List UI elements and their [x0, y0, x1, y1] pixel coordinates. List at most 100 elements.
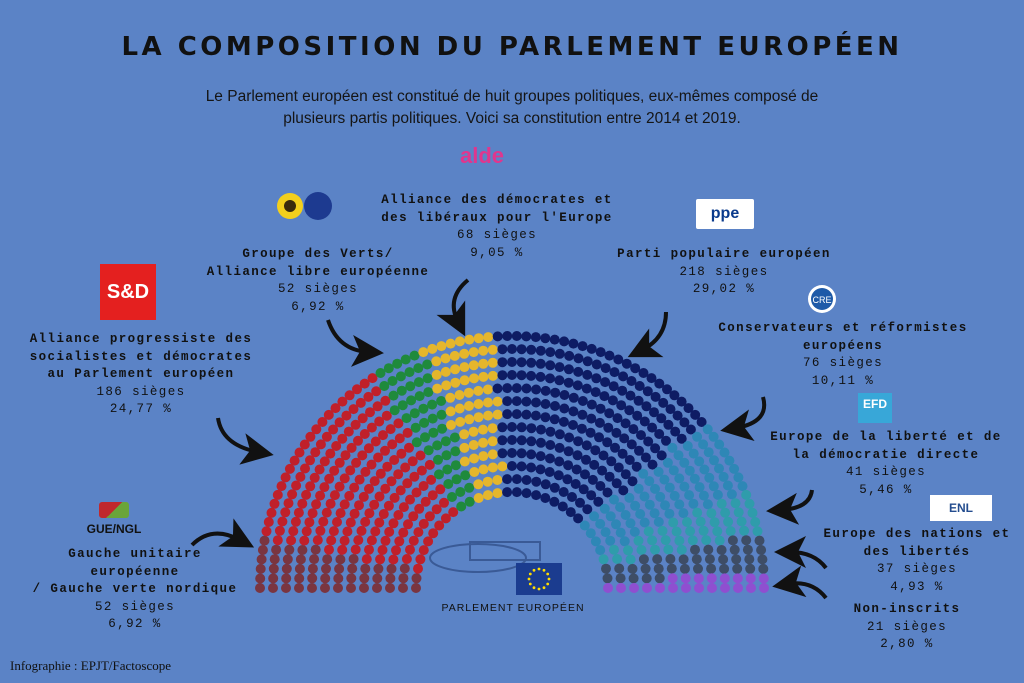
label-gue-seats: 52 sièges — [94, 599, 176, 614]
label-gue-pct: 6,92 % — [108, 617, 162, 631]
seat-series-1 — [352, 384, 362, 395]
seat-series-4 — [642, 386, 653, 397]
seat-series-4 — [696, 417, 707, 427]
seat-series-1 — [393, 510, 404, 520]
seat-series-4 — [577, 341, 588, 352]
seat-series-0 — [294, 583, 304, 593]
seat-series-5 — [694, 456, 705, 467]
seat-series-4 — [564, 350, 575, 361]
seat-series-4 — [685, 424, 696, 435]
seat-series-1 — [448, 507, 459, 518]
label-enl: Europe des nations et des libertés 37 si… — [814, 526, 1020, 596]
seat-series-7 — [693, 563, 703, 574]
seat-series-4 — [604, 408, 615, 419]
eu-star-icon — [527, 577, 531, 581]
seat-series-5 — [600, 527, 611, 538]
seat-series-5 — [684, 490, 695, 501]
seat-series-2 — [434, 469, 444, 480]
seat-series-7 — [742, 544, 753, 555]
seat-series-4 — [617, 385, 628, 396]
seat-series-4 — [563, 364, 574, 375]
seat-series-4 — [502, 474, 513, 485]
seat-series-3 — [418, 347, 429, 358]
seat-series-8 — [680, 573, 691, 584]
alde-logo: alde — [459, 143, 505, 168]
seat-series-3 — [441, 380, 452, 391]
seat-series-4 — [526, 344, 537, 355]
seat-series-0 — [385, 573, 396, 584]
seat-series-1 — [293, 507, 304, 518]
seat-series-4 — [608, 381, 619, 392]
seat-series-4 — [549, 414, 560, 425]
seat-series-7 — [678, 554, 689, 565]
seat-series-4 — [568, 392, 579, 403]
seat-series-1 — [378, 509, 389, 519]
seat-series-6 — [685, 526, 696, 537]
seat-series-1 — [354, 474, 365, 485]
seat-series-8 — [667, 573, 678, 584]
seat-series-3 — [487, 462, 498, 473]
seat-series-4 — [577, 396, 588, 406]
seat-series-4 — [624, 405, 635, 416]
ppe-logo: ppe — [696, 199, 754, 229]
seat-series-1 — [351, 457, 362, 468]
label-ni-seats: 21 sièges — [866, 619, 948, 634]
eu-star-icon — [546, 582, 550, 586]
seat-series-4 — [618, 371, 629, 382]
seat-series-0 — [398, 573, 409, 584]
seat-series-1 — [398, 527, 409, 538]
seat-series-7 — [691, 554, 702, 565]
seat-series-5 — [726, 489, 737, 500]
seat-series-8 — [719, 573, 730, 584]
seat-series-5 — [629, 526, 640, 537]
seat-series-4 — [632, 410, 643, 421]
seat-series-4 — [573, 353, 584, 364]
seat-series-5 — [668, 465, 679, 476]
seat-series-4 — [638, 368, 649, 378]
seat-series-4 — [575, 497, 585, 508]
seat-series-5 — [702, 424, 713, 435]
seat-series-4 — [649, 407, 659, 418]
seat-series-1 — [402, 427, 413, 438]
seat-series-4 — [663, 419, 674, 430]
arrow-verts — [326, 319, 384, 367]
seat-series-1 — [334, 417, 345, 428]
seat-series-1 — [284, 463, 295, 474]
seat-series-5 — [635, 509, 646, 519]
seat-series-1 — [321, 507, 332, 518]
seat-series-4 — [586, 399, 597, 410]
seat-series-6 — [668, 517, 679, 528]
seat-series-3 — [454, 403, 465, 414]
seat-series-3 — [473, 412, 484, 423]
seat-series-5 — [662, 457, 673, 468]
seat-series-4 — [497, 370, 508, 381]
seat-series-4 — [531, 397, 541, 408]
seat-series-5 — [708, 431, 719, 442]
seat-series-1 — [373, 452, 384, 463]
seat-series-2 — [413, 377, 424, 388]
seat-series-0 — [307, 573, 318, 584]
seat-series-4 — [526, 462, 537, 473]
seat-series-4 — [573, 513, 584, 524]
seat-series-0 — [269, 554, 280, 565]
seat-series-4 — [497, 344, 508, 355]
seat-series-4 — [521, 396, 532, 407]
seat-series-0 — [294, 573, 305, 584]
seat-series-1 — [361, 554, 372, 565]
seat-series-4 — [559, 403, 570, 414]
seat-series-1 — [291, 480, 302, 491]
seat-series-5 — [724, 455, 735, 466]
seat-series-3 — [468, 347, 479, 358]
seat-series-4 — [497, 435, 508, 446]
seat-series-1 — [375, 468, 386, 479]
label-ppe-seats: 218 sièges — [679, 264, 769, 279]
seat-series-4 — [511, 487, 522, 498]
seat-series-4 — [563, 460, 574, 471]
seat-series-2 — [409, 350, 420, 361]
seat-series-1 — [274, 525, 285, 536]
seat-series-4 — [650, 443, 661, 454]
seat-series-8 — [642, 583, 652, 593]
seat-series-3 — [478, 451, 489, 462]
seat-series-2 — [379, 381, 390, 391]
seat-series-1 — [366, 459, 377, 470]
